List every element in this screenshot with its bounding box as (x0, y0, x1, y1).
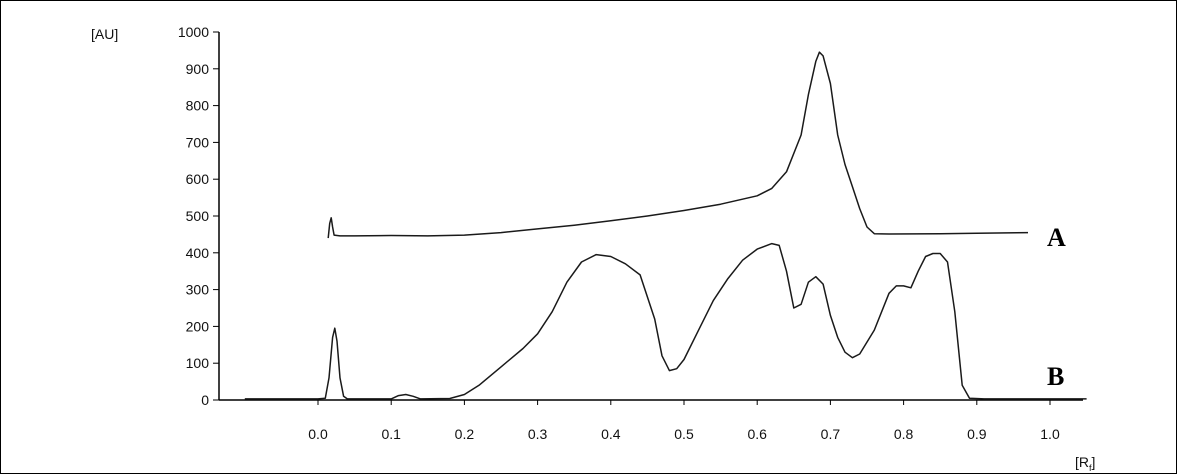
series-labels: AB (1047, 223, 1066, 391)
series-b-line (244, 242, 1087, 400)
y-tick-label: 600 (186, 171, 210, 187)
y-tick-label: 700 (186, 134, 210, 150)
x-axis-ticks: 0.0 0.1 0.2 0.3 0.4 0.5 0.6 0.7 0.8 0.9 1.0 (308, 400, 1060, 442)
x-tick-label: 0.5 (674, 426, 694, 442)
y-tick-label: 1000 (178, 24, 209, 40)
y-tick-label: 0 (201, 392, 209, 408)
x-unit-open: [R (1075, 454, 1089, 470)
x-unit-close: ] (1092, 454, 1096, 470)
y-tick-label: 100 (186, 355, 210, 371)
y-axis-ticks: 0 100 200 300 400 500 600 700 800 900 1000 (178, 24, 219, 408)
y-unit-text: [AU] (91, 26, 118, 42)
y-tick-label: 400 (186, 245, 210, 261)
x-tick-label: 0.6 (747, 426, 767, 442)
y-tick-label: 900 (186, 61, 210, 77)
x-tick-label: 0.2 (455, 426, 475, 442)
series-label-a: A (1047, 223, 1066, 252)
x-tick-label: 0.1 (381, 426, 401, 442)
x-tick-label: 0.8 (894, 426, 914, 442)
y-tick-label: 500 (186, 208, 210, 224)
x-tick-label: 0.3 (528, 426, 548, 442)
y-axis-unit-label: [AU] (91, 26, 118, 42)
x-axis-unit-label: [Rf] (1075, 454, 1095, 473)
y-tick-label: 200 (186, 318, 210, 334)
x-tick-label: 0.0 (308, 426, 328, 442)
x-unit-text: [Rf] (1075, 454, 1095, 473)
series-label-b: B (1047, 362, 1064, 391)
y-tick-label: 300 (186, 282, 210, 298)
x-tick-label: 1.0 (1040, 426, 1060, 442)
x-tick-label: 0.9 (967, 426, 987, 442)
x-tick-label: 0.7 (821, 426, 841, 442)
x-unit-subscript: f (1089, 463, 1092, 473)
series-traces (244, 51, 1087, 400)
x-tick-label: 0.4 (601, 426, 621, 442)
y-tick-label: 800 (186, 98, 210, 114)
series-a-line (327, 51, 1029, 239)
